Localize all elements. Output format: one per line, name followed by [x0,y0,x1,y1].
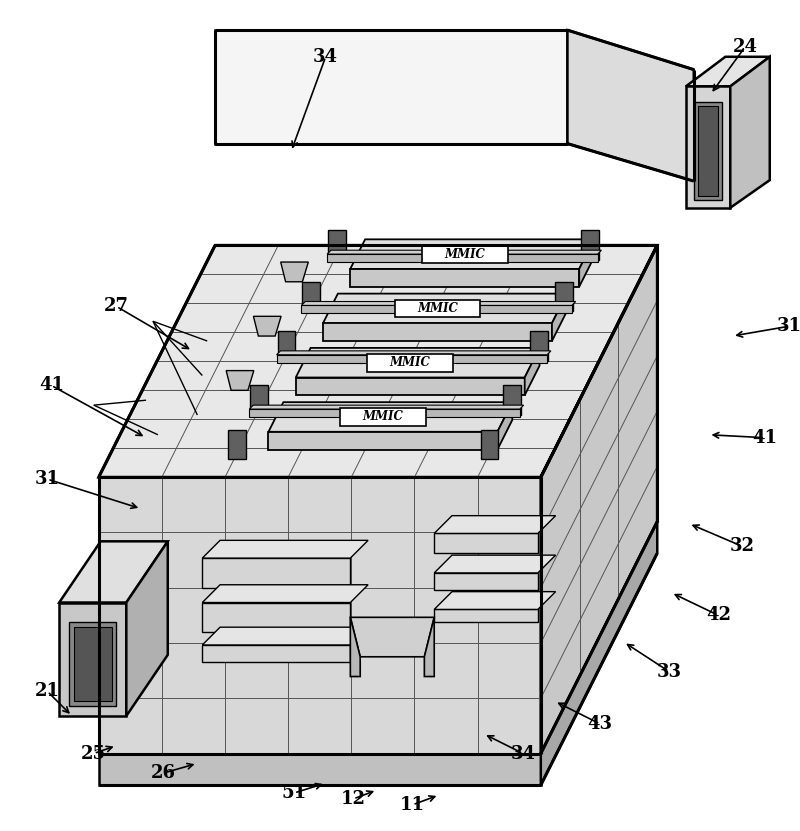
Text: 42: 42 [706,607,731,624]
Polygon shape [250,386,268,415]
Text: 51: 51 [282,784,306,802]
FancyBboxPatch shape [367,354,453,371]
Polygon shape [350,617,360,676]
Polygon shape [730,57,770,208]
Polygon shape [202,645,350,661]
Polygon shape [302,306,572,313]
Text: 31: 31 [777,317,800,335]
Polygon shape [254,317,281,336]
Polygon shape [350,269,579,287]
Polygon shape [202,627,368,645]
Polygon shape [226,371,254,391]
Text: MMIC: MMIC [417,302,458,315]
Polygon shape [694,102,722,200]
Text: 24: 24 [733,38,758,56]
Text: 25: 25 [81,745,106,763]
Polygon shape [327,250,602,254]
Polygon shape [581,230,598,260]
Polygon shape [328,230,346,260]
FancyBboxPatch shape [422,245,508,263]
Polygon shape [498,402,512,450]
Text: 12: 12 [341,790,366,808]
Polygon shape [552,293,567,341]
Text: 33: 33 [657,662,682,681]
Polygon shape [434,534,538,553]
Polygon shape [541,522,658,785]
Text: 41: 41 [752,429,778,447]
Polygon shape [350,239,594,269]
Text: 27: 27 [104,297,129,316]
Polygon shape [74,627,111,701]
Polygon shape [698,106,718,196]
Polygon shape [302,282,320,312]
Text: MMIC: MMIC [444,248,485,261]
Polygon shape [277,351,551,355]
Polygon shape [567,30,694,181]
Polygon shape [250,409,520,417]
Polygon shape [277,355,547,362]
Text: 43: 43 [587,715,613,733]
Polygon shape [296,348,539,377]
Polygon shape [228,430,246,460]
Polygon shape [323,323,552,341]
Polygon shape [296,377,525,396]
Polygon shape [481,430,498,460]
Text: 32: 32 [730,538,754,555]
Polygon shape [686,57,770,86]
Polygon shape [555,282,573,312]
Text: 26: 26 [150,765,175,782]
Polygon shape [98,477,541,754]
Text: 41: 41 [39,376,64,395]
Polygon shape [250,406,524,409]
Polygon shape [503,386,521,415]
Polygon shape [98,245,658,477]
Polygon shape [98,754,541,785]
Polygon shape [424,617,434,676]
Polygon shape [686,86,730,208]
Polygon shape [269,402,512,432]
Polygon shape [434,555,556,573]
Polygon shape [434,516,556,534]
Polygon shape [126,541,168,716]
Polygon shape [202,585,368,602]
Polygon shape [281,262,308,282]
Text: MMIC: MMIC [362,411,403,424]
Text: 11: 11 [400,796,425,814]
Text: 31: 31 [35,470,60,488]
Polygon shape [579,239,594,287]
Polygon shape [59,602,126,716]
Polygon shape [327,254,598,262]
Polygon shape [269,432,498,450]
Polygon shape [530,331,548,361]
Polygon shape [278,331,295,361]
Polygon shape [202,602,350,632]
Text: 34: 34 [510,745,535,763]
Polygon shape [215,30,567,144]
FancyBboxPatch shape [340,408,426,425]
Polygon shape [434,609,538,622]
Polygon shape [302,302,576,306]
Polygon shape [541,245,658,754]
Polygon shape [69,622,117,706]
Polygon shape [350,617,434,656]
Polygon shape [525,348,539,396]
Polygon shape [323,293,567,323]
Polygon shape [59,541,168,602]
Polygon shape [434,573,538,590]
Text: 21: 21 [35,682,60,701]
Text: MMIC: MMIC [390,356,430,369]
Text: 34: 34 [313,47,338,66]
Polygon shape [202,540,368,558]
FancyBboxPatch shape [394,299,481,317]
Polygon shape [434,592,556,609]
Polygon shape [202,558,350,588]
